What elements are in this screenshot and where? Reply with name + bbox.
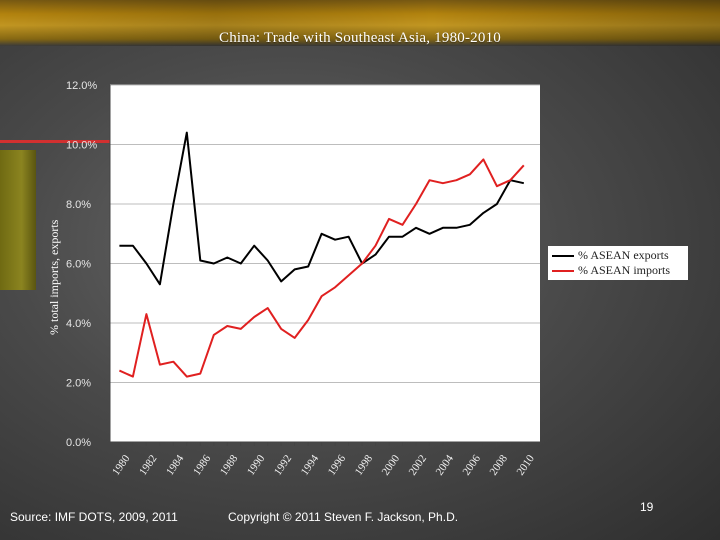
legend-label-imports: % ASEAN imports [578, 263, 671, 277]
chart-title: China: Trade with Southeast Asia, 1980-2… [219, 30, 501, 46]
copyright-note: Copyright © 2011 Steven F. Jackson, Ph.D… [228, 510, 459, 524]
legend-label-exports: % ASEAN exports [578, 248, 669, 262]
series-line-asean-exports [119, 131, 525, 286]
page-number: 19 [640, 500, 654, 514]
x-tick-label: 1992 [272, 453, 294, 478]
x-tick-labels: 1980 1982 1984 1986 1988 1990 1992 1994 1996 1998… [110, 452, 537, 477]
y-tick-label: 8.0% [66, 199, 91, 211]
x-tick-label: 2006 [461, 452, 484, 477]
x-tick-label: 1988 [218, 452, 241, 477]
x-tick-label: 1990 [245, 452, 268, 477]
y-tick-label: 2.0% [66, 378, 91, 390]
x-tick-label: 2004 [434, 452, 457, 477]
y-axis-label: % total imports, exports [47, 219, 61, 335]
legend: % ASEAN exports % ASEAN imports [548, 246, 688, 280]
x-tick-label: 2010 [514, 452, 537, 477]
y-tick-label: 0.0% [66, 437, 91, 449]
top-banner-overlay [0, 0, 720, 46]
top-banner [0, 0, 720, 46]
x-tick-label: 2002 [407, 453, 429, 478]
legend-swatch-exports [552, 254, 574, 257]
series-line-asean-imports [118, 158, 525, 378]
x-tick-label: 1994 [299, 452, 322, 477]
left-accent-stripe [0, 140, 110, 143]
x-tick-label: 2000 [380, 452, 403, 477]
x-tick-label: 2008 [487, 452, 510, 477]
y-tick-label: 4.0% [66, 318, 91, 330]
legend-item-exports: % ASEAN exports [552, 248, 684, 263]
axes [109, 85, 540, 446]
y-tick-labels: 0.0% 2.0% 4.0% 6.0% 8.0% 10.0% 12.0% [66, 80, 97, 449]
y-tick-label: 12.0% [66, 80, 97, 92]
left-accent-bar [0, 150, 36, 290]
x-tick-label: 1986 [191, 452, 214, 477]
series-lines [118, 131, 525, 378]
y-tick-label: 6.0% [66, 259, 91, 271]
grid-lines [110, 84, 540, 383]
x-tick-label: 1998 [353, 452, 376, 477]
y-tick-label: 10.0% [66, 140, 97, 152]
x-tick-label: 1982 [137, 453, 159, 478]
x-tick-label: 1980 [110, 452, 133, 477]
x-tick-label: 1996 [326, 452, 349, 477]
source-note: Source: IMF DOTS, 2009, 2011 [10, 510, 178, 524]
legend-swatch-imports [552, 269, 574, 272]
legend-item-imports: % ASEAN imports [552, 263, 684, 278]
x-tick-label: 1984 [164, 452, 187, 477]
